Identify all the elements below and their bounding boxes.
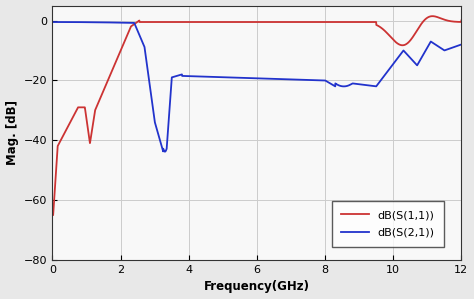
Line: dB(S(2,1)): dB(S(2,1))	[53, 22, 461, 152]
dB(S(1,1))	[458, 19, 464, 22]
dB(S(2,1))	[295, 78, 301, 81]
dB(S(2,1))	[50, 20, 55, 24]
dB(S(2,1))	[386, 68, 392, 72]
dB(S(1,1))	[206, 20, 211, 24]
Y-axis label: Mag. [dB]: Mag. [dB]	[6, 100, 18, 165]
dB(S(2,1))	[458, 43, 464, 46]
dB(S(2,1))	[124, 21, 129, 25]
dB(S(2,1))	[162, 150, 168, 153]
Line: dB(S(1,1)): dB(S(1,1))	[53, 16, 461, 215]
X-axis label: Frequency(GHz): Frequency(GHz)	[204, 280, 310, 293]
dB(S(1,1))	[50, 213, 55, 217]
dB(S(2,1))	[355, 82, 361, 86]
dB(S(1,1))	[295, 20, 301, 24]
dB(S(1,1))	[124, 34, 129, 38]
dB(S(1,1))	[355, 20, 360, 24]
Legend: dB(S(1,1)), dB(S(2,1)): dB(S(1,1)), dB(S(2,1))	[332, 201, 444, 247]
dB(S(1,1))	[429, 14, 435, 18]
dB(S(1,1))	[316, 20, 321, 24]
dB(S(1,1))	[386, 33, 392, 36]
dB(S(2,1))	[316, 78, 321, 82]
dB(S(2,1))	[206, 75, 211, 79]
